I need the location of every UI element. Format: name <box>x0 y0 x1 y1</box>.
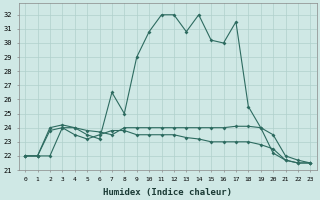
X-axis label: Humidex (Indice chaleur): Humidex (Indice chaleur) <box>103 188 232 197</box>
